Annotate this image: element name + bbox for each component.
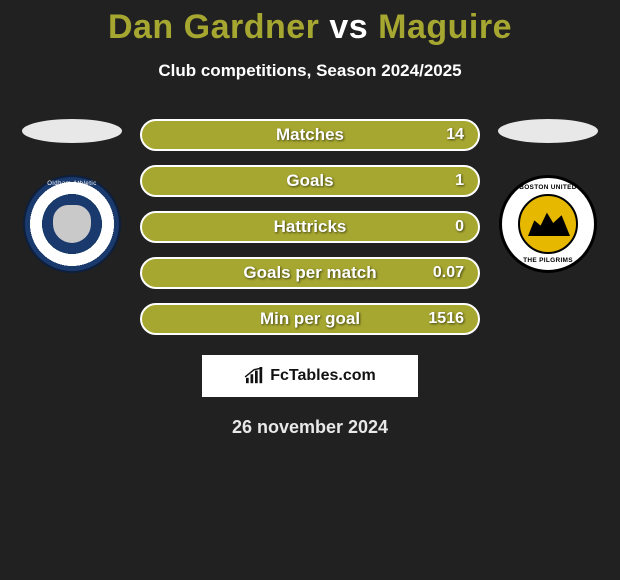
right-column (498, 119, 598, 273)
player1-photo-placeholder (22, 119, 122, 143)
vs-separator: vs (329, 8, 368, 46)
stat-value-right: 0 (455, 218, 464, 236)
date-line: 26 november 2024 (0, 417, 620, 438)
stat-value-right: 14 (446, 126, 464, 144)
brand-link[interactable]: FcTables.com (202, 355, 418, 397)
stat-bar-matches: Matches 14 (140, 119, 480, 151)
page-title: Dan Gardner vs Maguire (0, 8, 620, 47)
crest-inner-icon (518, 194, 578, 254)
stat-value-right: 0.07 (433, 264, 464, 282)
player1-name: Dan Gardner (108, 8, 319, 46)
left-column (22, 119, 122, 273)
player1-club-crest (23, 175, 121, 273)
stat-bars: Matches 14 Goals 1 Hattricks 0 Goals per… (140, 119, 480, 335)
stat-value-right: 1516 (428, 310, 464, 328)
stat-label: Goals (286, 171, 333, 191)
stat-bar-hattricks: Hattricks 0 (140, 211, 480, 243)
stat-label: Goals per match (243, 263, 376, 283)
player2-photo-placeholder (498, 119, 598, 143)
stat-label: Hattricks (274, 217, 347, 237)
bar-chart-icon (244, 367, 266, 385)
comparison-body: Matches 14 Goals 1 Hattricks 0 Goals per… (0, 119, 620, 335)
stat-bar-gpm: Goals per match 0.07 (140, 257, 480, 289)
stat-value-right: 1 (455, 172, 464, 190)
stat-label: Matches (276, 125, 344, 145)
stat-label: Min per goal (260, 309, 360, 329)
stat-bar-mpg: Min per goal 1516 (140, 303, 480, 335)
comparison-card: Dan Gardner vs Maguire Club competitions… (0, 0, 620, 438)
brand-text: FcTables.com (270, 367, 376, 385)
stat-bar-goals: Goals 1 (140, 165, 480, 197)
subtitle: Club competitions, Season 2024/2025 (0, 61, 620, 81)
player2-name: Maguire (378, 8, 512, 46)
player2-club-crest (499, 175, 597, 273)
